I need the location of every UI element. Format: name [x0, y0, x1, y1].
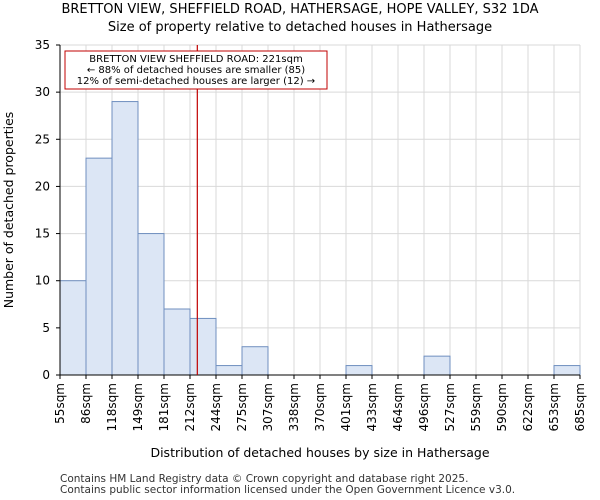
histogram-bar — [553, 365, 581, 376]
footer-line-1: Contains HM Land Registry data © Crown c… — [60, 473, 469, 485]
x-tick-label: 370sqm — [313, 383, 327, 431]
x-tick-label: 181sqm — [157, 383, 171, 431]
histogram-bar — [241, 346, 269, 376]
y-tick-label: 10 — [35, 274, 50, 288]
histogram-bar — [345, 365, 373, 376]
histogram-bar — [85, 157, 113, 376]
y-tick-label: 35 — [35, 38, 50, 52]
x-tick-label: 590sqm — [495, 383, 509, 431]
x-tick-label: 212sqm — [183, 383, 197, 431]
histogram-bar — [137, 233, 165, 376]
x-tick-label: 653sqm — [547, 383, 561, 431]
x-axis-label: Distribution of detached houses by size … — [150, 445, 489, 460]
x-tick-label: 622sqm — [521, 383, 535, 431]
histogram-bar — [423, 355, 451, 376]
x-tick-label: 433sqm — [365, 383, 379, 431]
y-tick-label: 15 — [35, 227, 50, 241]
x-tick-label: 685sqm — [573, 383, 587, 431]
x-tick-label: 55sqm — [53, 383, 67, 424]
x-tick-label: 149sqm — [131, 383, 145, 431]
y-tick-label: 5 — [42, 321, 50, 335]
x-tick-label: 307sqm — [261, 383, 275, 431]
chart-title: BRETTON VIEW, SHEFFIELD ROAD, HATHERSAGE… — [61, 2, 539, 17]
x-tick-label: 86sqm — [79, 383, 93, 424]
annotation-line: 12% of semi-detached houses are larger (… — [77, 76, 315, 87]
x-tick-label: 244sqm — [209, 383, 223, 431]
y-tick-label: 30 — [35, 85, 50, 99]
y-tick-label: 0 — [42, 368, 50, 382]
histogram-bar — [163, 308, 191, 376]
x-tick-label: 527sqm — [443, 383, 457, 431]
x-tick-label: 275sqm — [235, 383, 249, 431]
histogram-bar — [59, 280, 87, 376]
y-tick-label: 25 — [35, 132, 50, 146]
histogram-bar — [189, 317, 217, 376]
x-tick-label: 118sqm — [105, 383, 119, 431]
x-tick-label: 464sqm — [391, 383, 405, 431]
histogram-chart: 0 5 10 15 20 25 30 35 55sqm 86sqm 118sqm 149sqm 181s… — [1, 38, 587, 460]
histogram-bar — [111, 101, 139, 376]
annotation-line: ← 88% of detached houses are smaller (85… — [87, 65, 305, 76]
annotation-box — [64, 50, 328, 90]
x-tick-label: 338sqm — [287, 383, 301, 431]
y-axis-label: Number of detached properties — [1, 112, 16, 309]
annotation-line: BRETTON VIEW SHEFFIELD ROAD: 221sqm — [89, 54, 302, 65]
x-tick-label: 559sqm — [469, 383, 483, 431]
y-tick-label: 20 — [35, 179, 50, 193]
footer-line-2: Contains public sector information licen… — [60, 484, 516, 496]
histogram-bar — [215, 365, 243, 376]
x-tick-label: 401sqm — [339, 383, 353, 431]
chart-subtitle: Size of property relative to detached ho… — [107, 20, 493, 35]
x-tick-label: 496sqm — [417, 383, 431, 431]
